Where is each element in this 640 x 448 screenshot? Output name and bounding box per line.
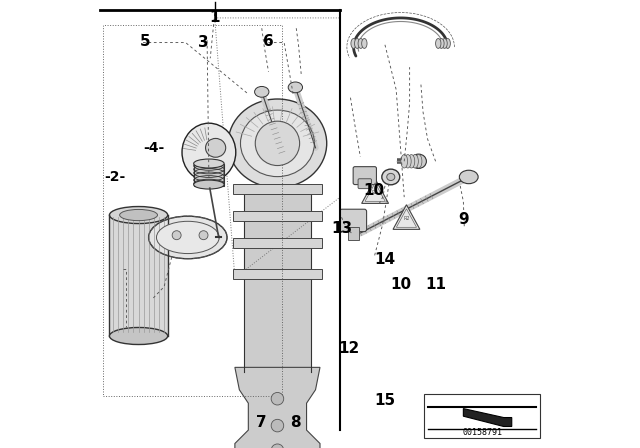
Ellipse shape	[205, 138, 226, 157]
Circle shape	[271, 419, 284, 432]
Ellipse shape	[412, 155, 419, 168]
Ellipse shape	[351, 39, 356, 48]
Text: 9: 9	[458, 212, 468, 227]
Bar	[244, 185, 311, 372]
Ellipse shape	[404, 155, 411, 168]
Text: 1: 1	[209, 10, 220, 26]
Bar	[232, 185, 322, 194]
Ellipse shape	[109, 327, 168, 345]
Text: 10: 10	[363, 183, 385, 198]
Circle shape	[172, 231, 181, 240]
Circle shape	[255, 121, 300, 166]
Ellipse shape	[109, 207, 168, 224]
Text: R2: R2	[403, 216, 410, 221]
FancyBboxPatch shape	[358, 179, 371, 189]
Text: 12: 12	[339, 341, 360, 356]
Ellipse shape	[382, 169, 400, 185]
Polygon shape	[393, 205, 420, 229]
Ellipse shape	[194, 159, 224, 168]
Text: 10: 10	[390, 277, 412, 292]
Ellipse shape	[182, 123, 236, 181]
Ellipse shape	[436, 39, 441, 48]
Ellipse shape	[408, 155, 415, 168]
Ellipse shape	[442, 39, 447, 48]
Ellipse shape	[401, 155, 408, 168]
Bar	[194, 164, 224, 186]
Polygon shape	[463, 409, 512, 426]
Circle shape	[271, 444, 284, 448]
Ellipse shape	[460, 170, 478, 184]
Ellipse shape	[362, 39, 367, 48]
Bar	[232, 238, 322, 248]
Circle shape	[199, 231, 208, 240]
Bar	[424, 394, 540, 438]
Text: 13: 13	[331, 221, 352, 236]
Ellipse shape	[358, 39, 364, 48]
Ellipse shape	[255, 86, 269, 97]
Text: 14: 14	[374, 252, 396, 267]
Ellipse shape	[445, 39, 451, 48]
Bar	[232, 211, 322, 221]
Text: R2: R2	[372, 190, 378, 195]
Bar	[109, 215, 168, 336]
Ellipse shape	[288, 82, 303, 93]
Ellipse shape	[415, 155, 422, 168]
Polygon shape	[235, 367, 320, 448]
Ellipse shape	[194, 180, 224, 189]
Text: 00158791: 00158791	[462, 428, 502, 437]
Ellipse shape	[387, 173, 395, 181]
Bar	[232, 269, 322, 280]
Text: 5: 5	[140, 34, 150, 49]
Ellipse shape	[148, 216, 227, 259]
Text: 15: 15	[374, 393, 396, 409]
Polygon shape	[362, 179, 388, 203]
Ellipse shape	[228, 99, 326, 188]
Text: 7: 7	[255, 414, 266, 430]
Ellipse shape	[411, 154, 426, 168]
FancyBboxPatch shape	[340, 209, 367, 232]
Ellipse shape	[355, 39, 360, 48]
Text: 3: 3	[198, 35, 209, 50]
Text: -2-: -2-	[104, 170, 125, 184]
Ellipse shape	[439, 39, 444, 48]
Bar	[348, 227, 358, 240]
Bar	[102, 25, 282, 396]
Text: 6: 6	[263, 34, 274, 49]
Text: -4-: -4-	[143, 141, 165, 155]
Ellipse shape	[156, 221, 219, 254]
Ellipse shape	[241, 110, 314, 177]
Ellipse shape	[120, 209, 157, 220]
Text: 8: 8	[290, 414, 301, 430]
Circle shape	[271, 392, 284, 405]
FancyBboxPatch shape	[353, 167, 376, 185]
Text: 11: 11	[425, 277, 446, 292]
